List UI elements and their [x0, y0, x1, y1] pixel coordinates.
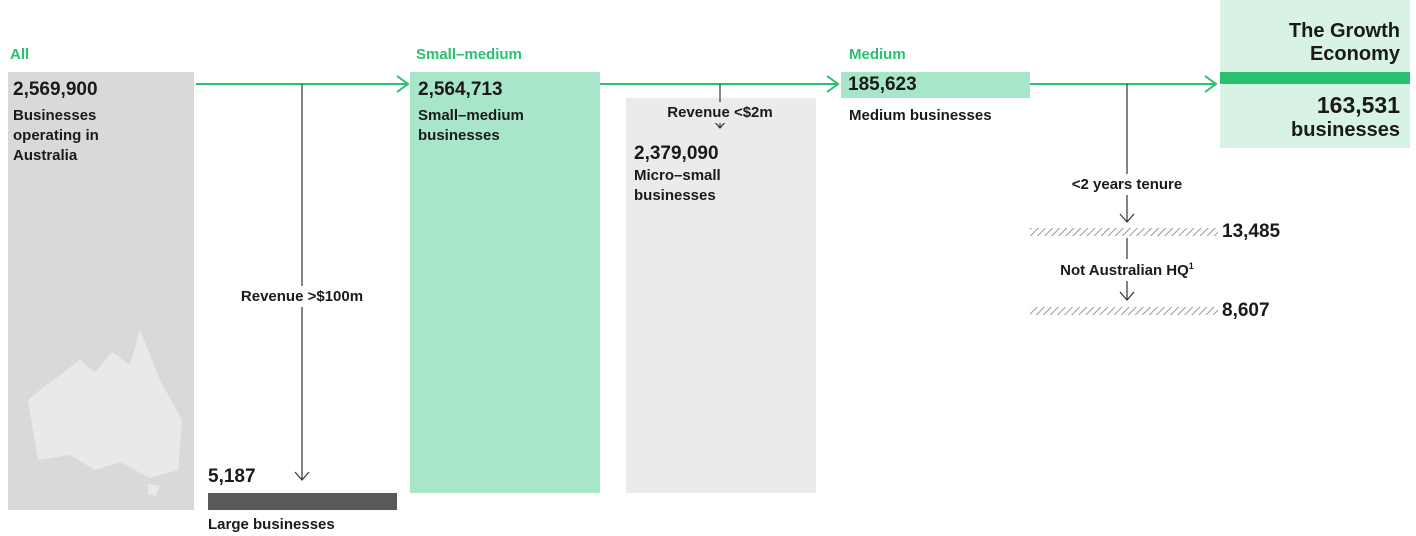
stage-label: All	[10, 46, 30, 63]
medium-box	[841, 72, 1030, 98]
filter-label: Not Australian HQ1	[1056, 259, 1198, 281]
micro-small-box	[626, 98, 816, 493]
filter-label-text: Not Australian HQ	[1060, 262, 1189, 279]
filter-label: Revenue <$2m	[663, 102, 777, 123]
filter-value: 8,607	[1222, 300, 1270, 321]
stage-label: Small–medium	[416, 46, 522, 63]
filter-description: Large businesses	[208, 516, 335, 533]
growth-value: 163,531	[1316, 92, 1400, 118]
filter-label: <2 years tenure	[1067, 174, 1187, 195]
filter-value: 5,187	[208, 466, 256, 487]
flow-arrows	[196, 75, 1218, 93]
stage-description: Small–medium businesses	[418, 107, 524, 144]
growth-band	[1220, 72, 1410, 84]
footnote: 1	[1188, 261, 1194, 271]
filter-label: Revenue >$100m	[236, 286, 368, 307]
stage-value: 2,569,900	[13, 79, 98, 100]
growth-description: businesses	[1291, 119, 1400, 141]
stage-description: Businesses operating in Australia	[13, 107, 99, 164]
stage-label: Medium	[849, 46, 906, 63]
growth-title: The Growth Economy	[1288, 20, 1400, 65]
stage-description: Medium businesses	[849, 107, 992, 124]
large-bar	[208, 493, 397, 510]
filter-description: Micro–small businesses	[634, 167, 721, 204]
filter-value: 13,485	[1222, 221, 1281, 242]
filter-value: 2,379,090	[634, 143, 719, 164]
stage-value: 185,623	[848, 74, 917, 95]
small-medium-box	[410, 72, 600, 493]
australia-map	[28, 330, 182, 496]
tenure-bar	[1030, 228, 1218, 236]
hq-bar	[1030, 307, 1218, 315]
stage-value: 2,564,713	[418, 79, 503, 100]
